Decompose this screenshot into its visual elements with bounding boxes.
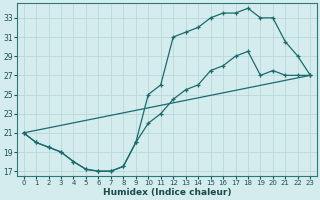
X-axis label: Humidex (Indice chaleur): Humidex (Indice chaleur) xyxy=(103,188,231,197)
